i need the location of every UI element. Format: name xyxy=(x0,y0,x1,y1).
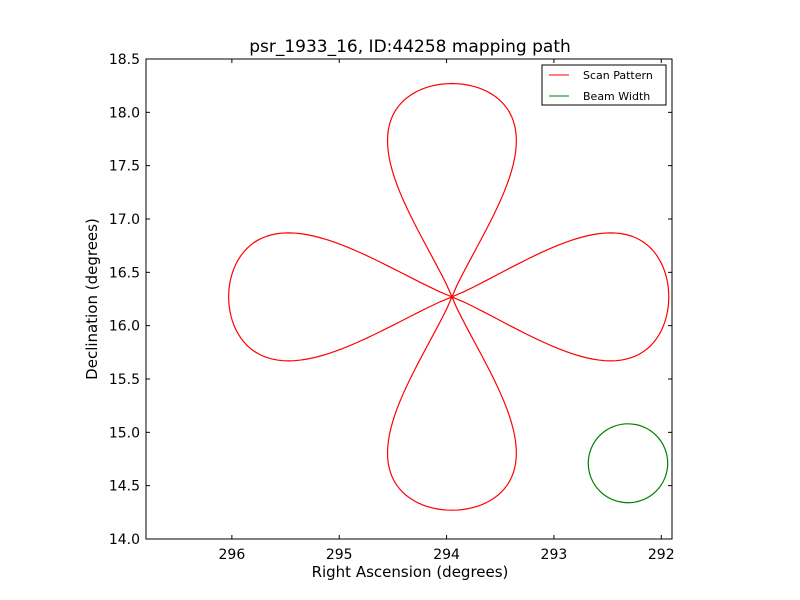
x-tick-label: 293 xyxy=(541,547,568,563)
y-tick-label: 14.0 xyxy=(109,532,140,548)
series-scan-pattern xyxy=(228,82,670,511)
legend-label-beam-width: Beam Width xyxy=(583,90,650,103)
y-tick-label: 17.0 xyxy=(109,212,140,228)
x-tick-label: 295 xyxy=(326,547,353,563)
y-tick-label: 16.0 xyxy=(109,319,140,335)
y-tick-label: 18.5 xyxy=(109,52,140,68)
y-axis-ticks: 14.0 14.5 15.0 15.5 16.0 16.5 17.0 17.5 18.0 18.5 xyxy=(109,52,672,548)
x-tick-label: 292 xyxy=(648,547,675,563)
x-axis-ticks: 296 295 294 293 292 xyxy=(219,59,675,563)
y-tick-label: 15.5 xyxy=(109,372,140,388)
x-tick-label: 294 xyxy=(433,547,460,563)
y-axis-label: Declination (degrees) xyxy=(83,218,101,380)
plot-area xyxy=(145,58,673,540)
legend-box xyxy=(541,64,667,106)
x-tick-label: 296 xyxy=(219,547,246,563)
legend-label-scan-pattern: Scan Pattern xyxy=(583,69,653,82)
x-axis-label: Right Ascension (degrees) xyxy=(312,563,509,581)
series-layer xyxy=(228,82,670,511)
legend: Scan Pattern Beam Width xyxy=(541,64,667,106)
y-tick-label: 17.5 xyxy=(109,159,140,175)
series-beam-width xyxy=(587,423,669,504)
y-tick-label: 18.0 xyxy=(109,105,140,121)
y-tick-label: 15.0 xyxy=(109,425,140,441)
y-tick-label: 16.5 xyxy=(109,265,140,281)
chart-title: psr_1933_16, ID:44258 mapping path xyxy=(249,37,571,57)
y-tick-label: 14.5 xyxy=(109,479,140,495)
axes-frame xyxy=(145,58,673,540)
